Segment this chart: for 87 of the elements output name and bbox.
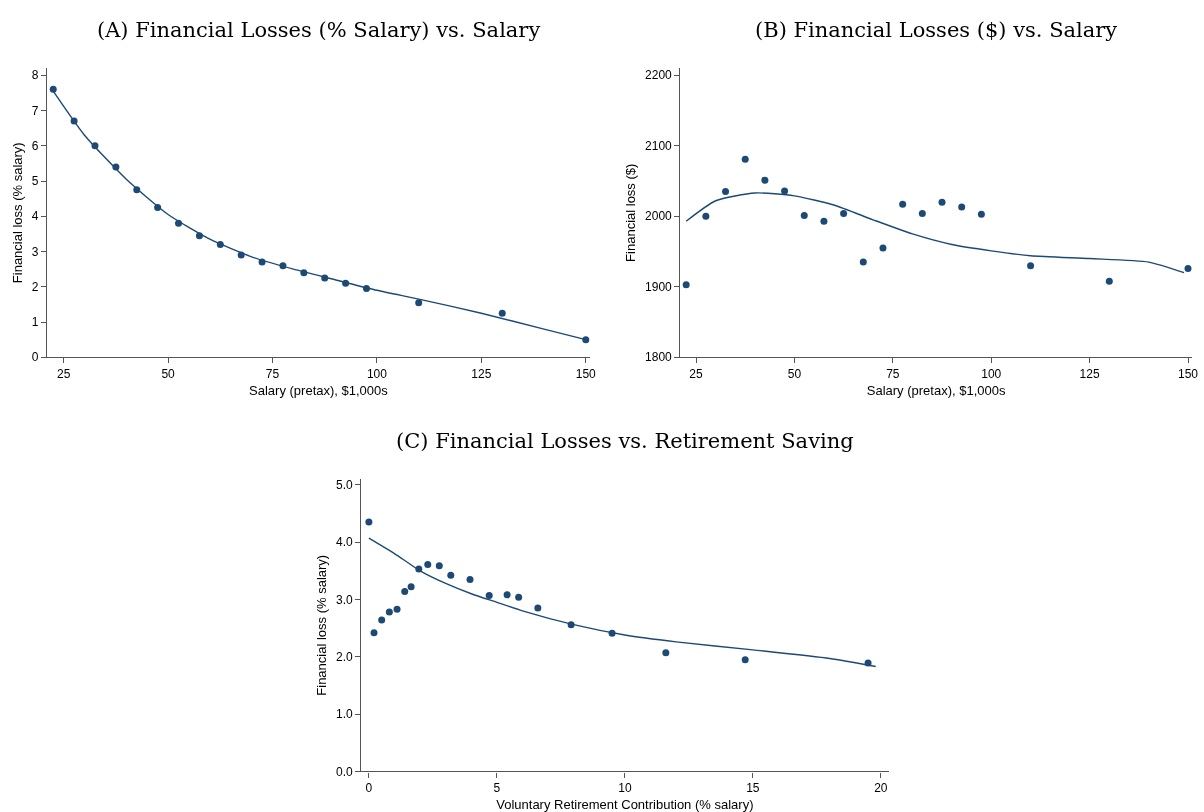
y-tick-label: 0.0: [336, 764, 354, 779]
x-tick-label: 20: [874, 780, 888, 795]
point: [515, 593, 523, 601]
y-tick-label: 7: [31, 103, 39, 118]
chart-title: (C) Financial Losses vs. Retirement Saving: [396, 429, 854, 453]
point: [702, 212, 710, 220]
y-tick-label: 2: [31, 279, 39, 294]
point: [800, 212, 808, 220]
point: [49, 85, 57, 93]
point: [938, 198, 946, 206]
point: [415, 299, 423, 307]
x-tick-label: 50: [161, 366, 176, 381]
point: [534, 604, 542, 612]
point: [378, 616, 386, 624]
point: [741, 155, 749, 163]
x-tick-label: 100: [366, 366, 388, 381]
y-tick-label: 3: [31, 244, 39, 259]
y-axis-title: Financial loss (% salary): [313, 554, 329, 696]
x-tick-label: 50: [787, 366, 802, 381]
y-tick-label: 2200: [645, 68, 673, 83]
point: [582, 336, 590, 344]
point: [485, 591, 493, 599]
point: [370, 629, 378, 637]
y-tick-label: 1.0: [336, 707, 354, 722]
point: [840, 209, 848, 217]
point: [741, 656, 749, 664]
x-tick-label: 5: [493, 780, 501, 795]
point: [466, 575, 474, 583]
x-tick-label: 125: [1079, 366, 1100, 381]
y-tick-label: 1: [31, 315, 39, 330]
x-tick-label: 25: [689, 366, 703, 381]
x-axis-title: Salary (pretax), $1,000s: [866, 383, 1006, 399]
x-tick-label: 75: [265, 366, 280, 381]
point: [682, 281, 690, 289]
chart-title: (B) Financial Losses ($) vs. Salary: [755, 18, 1118, 42]
point: [899, 200, 907, 208]
point: [781, 187, 789, 195]
y-tick-label: 3.0: [336, 592, 354, 607]
point: [498, 309, 506, 317]
y-tick-label: 0: [31, 350, 39, 365]
y-tick-label: 4: [31, 209, 39, 224]
x-tick-label: 15: [746, 780, 760, 795]
point: [424, 560, 432, 568]
y-tick-label: 2100: [645, 138, 673, 153]
point: [503, 591, 511, 599]
y-axis-title: Financial loss ($): [623, 163, 639, 262]
point: [385, 608, 393, 616]
x-axis-title: Voluntary Retirement Contribution (% salary): [496, 797, 754, 812]
x-tick-label: 100: [981, 366, 1002, 381]
y-tick-label: 6: [31, 138, 39, 153]
point: [401, 587, 409, 595]
x-tick-label: 125: [471, 366, 492, 381]
point: [761, 176, 769, 184]
point: [393, 605, 401, 613]
x-tick-label: 150: [1178, 366, 1199, 381]
line-series: [368, 537, 877, 668]
point: [365, 518, 373, 526]
point: [1184, 264, 1192, 272]
point: [918, 209, 926, 217]
point: [958, 203, 966, 211]
point: [977, 210, 985, 218]
x-tick-label: 150: [575, 366, 597, 381]
y-axis-title: Financial loss (% salary): [9, 142, 25, 284]
y-tick-label: 4.0: [336, 535, 354, 550]
point: [879, 244, 887, 252]
y-tick-label: 2.0: [336, 649, 354, 664]
point: [435, 562, 443, 570]
x-tick-label: 75: [886, 366, 900, 381]
chart-title: (A) Financial Losses (% Salary) vs. Salary: [97, 18, 541, 42]
x-axis-title: Salary (pretax), $1,000s: [249, 383, 389, 399]
point: [662, 649, 670, 657]
point: [820, 217, 828, 225]
point: [722, 188, 730, 196]
y-tick-label: 5: [31, 174, 39, 189]
y-tick-label: 5.0: [336, 478, 354, 493]
point: [447, 571, 455, 579]
x-tick-label: 10: [618, 780, 632, 795]
point: [1105, 277, 1113, 285]
point: [1027, 262, 1035, 270]
y-tick-label: 1800: [645, 350, 673, 365]
y-tick-label: 8: [31, 68, 39, 83]
point: [407, 583, 415, 591]
y-tick-label: 1900: [645, 279, 673, 294]
x-tick-label: 25: [56, 366, 71, 381]
point: [859, 258, 867, 266]
x-tick-label: 0: [365, 780, 373, 795]
y-tick-label: 2000: [645, 209, 673, 224]
